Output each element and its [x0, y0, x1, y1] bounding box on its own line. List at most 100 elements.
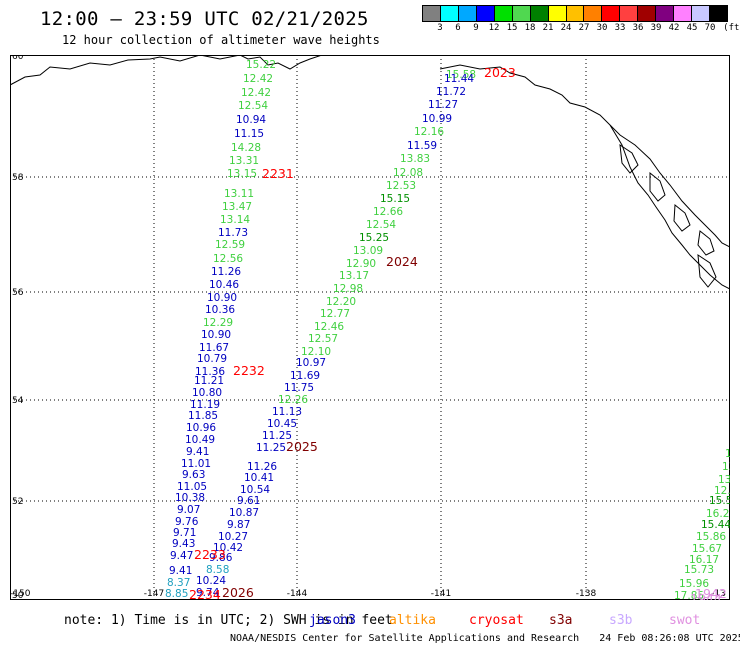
wave-height-reading: 8.85 [165, 588, 188, 600]
wave-height-reading: 15.73 [684, 564, 714, 576]
legend-tick-label: 39 [650, 23, 662, 33]
wave-height-reading: 11.69 [290, 370, 320, 382]
pass-time-label: 1942 [695, 586, 727, 600]
wave-height-reading: 10.96 [186, 422, 216, 434]
legend-tick-label: 18 [524, 23, 536, 33]
wave-height-reading: 12.46 [314, 321, 344, 333]
page-subtitle: 12 hour collection of altimeter wave hei… [62, 33, 380, 47]
legend-tick-label: 42 [668, 23, 680, 33]
wave-height-reading: 12.56 [213, 253, 243, 265]
wave-height-reading: 11.85 [188, 410, 218, 422]
wave-height-reading: 11.44 [444, 73, 474, 85]
wave-height-reading: 12.26 [278, 394, 308, 406]
wave-height-reading: 11.05 [177, 481, 207, 493]
wave-height-reading: 10.87 [229, 507, 259, 519]
sat-s3b: s3b [609, 613, 633, 628]
wave-height-reading: 9.07 [177, 504, 200, 516]
pass-time-label: 2234 [189, 587, 221, 600]
wave-height-reading: 8.58 [206, 564, 229, 576]
legend-swatch [638, 6, 657, 21]
wave-height-reading: 11.59 [407, 140, 437, 152]
note-line: note: 1) Time is in UTC; 2) SWH is in fe… [64, 613, 700, 628]
wave-height-reading: 10.90 [201, 329, 231, 341]
coastline-alaska-peninsula [10, 55, 241, 86]
wave-height-reading: 11.21 [194, 375, 224, 387]
pass-time-label: 2024 [386, 254, 418, 269]
wave-height-reading: 10.80 [192, 387, 222, 399]
wave-height-reading: 16.28 [706, 508, 730, 520]
legend-tick-label: 27 [578, 23, 590, 33]
sat-jason3: jason3 [309, 613, 356, 628]
pass-time-label: 2232 [233, 363, 265, 378]
wave-height-reading: 11.25 [256, 442, 286, 454]
wave-height-reading: 13.2 [718, 474, 730, 486]
wave-height-reading: 17.85 [674, 590, 704, 600]
lon-tick-label: -138 [576, 589, 597, 599]
wave-height-reading: 10.36 [205, 304, 235, 316]
wave-height-reading: 10.49 [185, 434, 215, 446]
west-track: 15.2212.4212.4212.5410.9411.1514.2813.31… [165, 59, 276, 600]
coastline-bc [609, 124, 730, 290]
wave-height-reading: 9.76 [175, 516, 199, 528]
wave-height-reading: 11.26 [247, 461, 277, 473]
legend-tick-label: 6 [455, 23, 461, 33]
wave-height-reading: 10.97 [296, 357, 326, 369]
pass-time-label: 2026 [222, 585, 254, 600]
wave-height-reading: 10.46 [209, 279, 239, 291]
legend-swatch [566, 6, 585, 21]
wave-height-reading: 11.26 [211, 266, 241, 278]
legend-swatch [620, 6, 639, 21]
pass-time-label: 2025 [286, 439, 318, 454]
legend-tick-label: 36 [632, 23, 644, 33]
lon-tick-label: -141 [431, 589, 451, 599]
wave-height-reading: 12.54 [366, 219, 396, 231]
wave-height-reading: 12.59 [215, 239, 245, 251]
legend-tick-label: 12 [488, 23, 500, 33]
wave-height-reading: 10.99 [422, 113, 452, 125]
wave-height-reading: 9.63 [182, 469, 205, 481]
wave-height-reading: 15.15 [380, 193, 410, 205]
sat-altika: altika [389, 613, 436, 628]
legend-swatch [602, 6, 621, 21]
wave-height-reading: 13.09 [353, 245, 383, 257]
island-2 [649, 171, 666, 202]
wave-height-reading: 10.24 [196, 575, 226, 587]
wave-height-map: -150 -147 -144 -141 -138 -13 60 58 56 54 52 50 15.2… [10, 55, 730, 600]
legend-tick-label: 3 [437, 23, 443, 33]
wave-height-reading: 12.16 [414, 126, 444, 138]
wave-height-reading: 10.79 [197, 353, 227, 365]
legend-tick-label: 24 [560, 23, 572, 33]
sat-cryosat: cryosat [469, 613, 524, 628]
pass-time-label: 2023 [484, 65, 516, 80]
wave-height-reading: 15.25 [359, 232, 389, 244]
wave-height-reading: 12.42 [243, 73, 273, 85]
wave-height-reading: 10.45 [267, 418, 297, 430]
legend-swatch [710, 6, 727, 21]
wave-height-reading: 12.66 [373, 206, 403, 218]
wave-height-reading: 15.44 [701, 519, 730, 531]
wave-height-reading: 9.41 [169, 565, 192, 577]
wave-height-reading: 11.25 [262, 430, 292, 442]
coastline-gulf [439, 64, 730, 248]
wave-height-reading: 10.38 [175, 492, 205, 504]
legend-tick-label: 15 [506, 23, 518, 33]
wave-height-reading: 12.10 [301, 346, 331, 358]
wave-height-reading: 13.17 [339, 270, 369, 282]
wave-height-reading: 11.27 [428, 99, 458, 111]
wave-height-reading: 12.20 [326, 296, 356, 308]
island-1 [619, 143, 639, 174]
wave-height-reading: 10.90 [207, 292, 237, 304]
wave-height-reading: 13.14 [220, 214, 250, 226]
wave-height-reading: 12.77 [320, 308, 350, 320]
map-border [10, 55, 730, 600]
wave-height-reading: 9.47 [170, 550, 193, 562]
wave-height-reading: 12.29 [203, 317, 233, 329]
wave-height-reading: 10.94 [236, 114, 266, 126]
far-east-track: 1313.13.212.4915.5816.2815.4415.8615.671… [674, 448, 730, 600]
middle-track: 11.2610.4110.549.6110.879.8710.2710.429.… [196, 461, 277, 599]
footer-credit: NOAA/NESDIS Center for Satellite Applica… [230, 633, 580, 644]
wave-height-reading: 13. [722, 461, 730, 473]
